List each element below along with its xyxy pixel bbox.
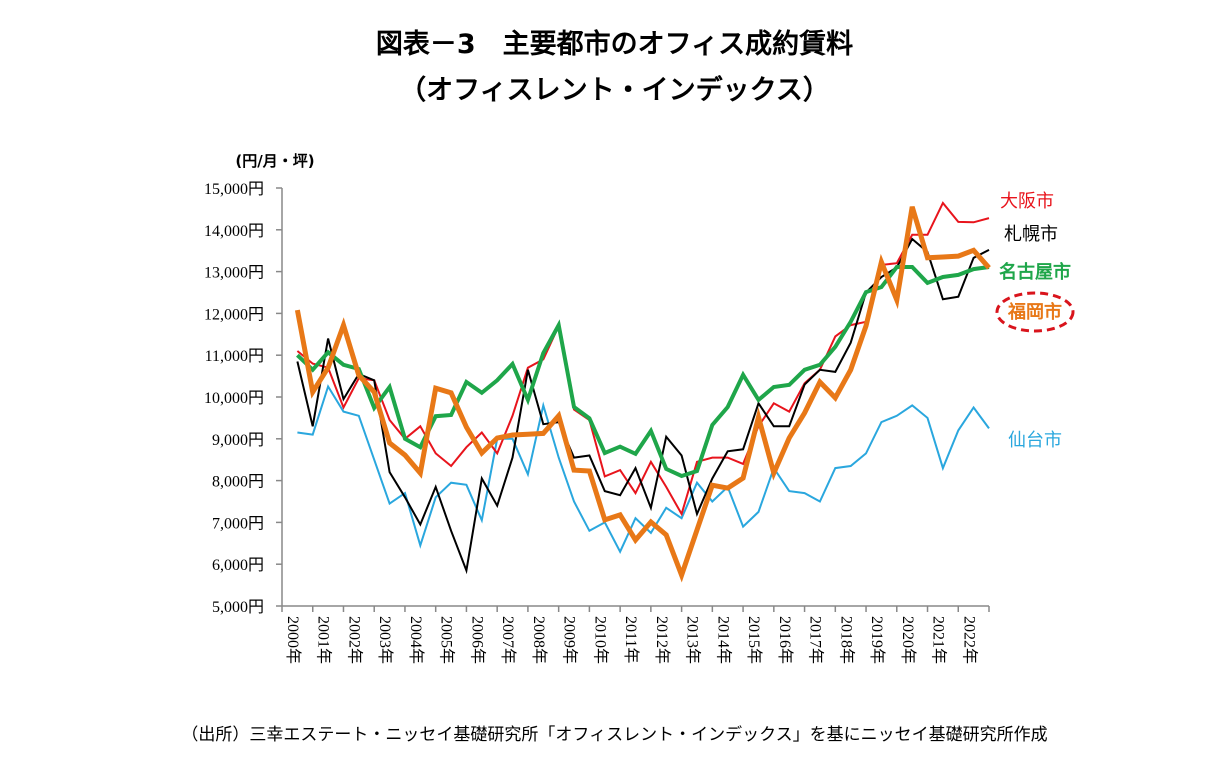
x-tick-label: 2015年 (745, 616, 763, 664)
series-label: 名古屋市 (999, 261, 1071, 283)
y-tick-label: 6,000円 (212, 557, 264, 574)
x-tick-label: 2016年 (776, 616, 794, 664)
series-line-1 (296, 237, 990, 575)
y-tick-label: 7,000円 (212, 515, 264, 532)
x-tick-label: 2001年 (315, 616, 333, 664)
x-tick-label: 2010年 (591, 616, 609, 664)
y-tick-label: 13,000円 (204, 265, 264, 282)
x-tick-label: 2008年 (530, 616, 548, 664)
x-tick-label: 2007年 (499, 616, 517, 664)
y-tick-label: 8,000円 (212, 474, 264, 491)
y-tick-label: 10,000円 (204, 390, 264, 407)
x-tick-label: 2011年 (622, 616, 640, 663)
x-tick-label: 2003年 (376, 616, 394, 664)
series-line-4 (297, 384, 990, 554)
x-tick-label: 2012年 (653, 616, 671, 664)
y-tick-label: 12,000円 (204, 306, 264, 323)
x-tick-label: 2017年 (807, 616, 825, 664)
x-tick-label: 2000年 (284, 616, 302, 664)
x-tick-label: 2006年 (468, 616, 486, 664)
y-axis-label: (円/月・坪) (235, 152, 314, 170)
y-tick-label: 14,000円 (204, 223, 264, 240)
highlight-ellipse (995, 291, 1075, 333)
x-tick-label: 2005年 (438, 616, 456, 664)
x-tick-label: 2013年 (684, 616, 702, 664)
series-label: 大阪市 (1000, 191, 1054, 212)
x-tick-label: 2020年 (899, 616, 917, 664)
y-tick-label: 5,000円 (212, 599, 264, 616)
series-line-0 (296, 201, 990, 517)
x-tick-label: 2018年 (837, 616, 855, 664)
y-tick-label: 15,000円 (204, 181, 264, 198)
series-line-2 (296, 265, 990, 479)
x-tick-label: 2004年 (407, 616, 425, 664)
series-label: 札幌市 (1004, 224, 1058, 245)
x-tick-label: 2021年 (930, 616, 948, 664)
x-tick-label: 2009年 (561, 616, 579, 664)
y-tick-label: 9,000円 (212, 432, 264, 449)
source-note: （出所）三幸エステート・ニッセイ基礎研究所「オフィスレント・インデックス」を基に… (181, 725, 1048, 745)
series-label: 仙台市 (1008, 430, 1062, 451)
chart-subtitle: （オフィスレント・インデックス） (399, 75, 830, 106)
x-tick-label: 2014年 (714, 616, 732, 664)
series-label: 福岡市 (1007, 301, 1062, 323)
x-tick-label: 2022年 (960, 616, 978, 664)
chart-title: 図表－3 主要都市のオフィス成約賃料 (375, 29, 854, 60)
x-tick-label: 2019年 (868, 616, 886, 664)
x-tick-label: 2002年 (345, 616, 363, 664)
y-tick-label: 11,000円 (205, 348, 264, 365)
series-line-3 (294, 206, 991, 583)
